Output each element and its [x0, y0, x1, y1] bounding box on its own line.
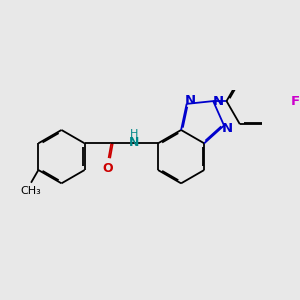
Text: CH₃: CH₃ [21, 186, 41, 196]
Text: N: N [222, 122, 233, 135]
Text: N: N [184, 94, 195, 107]
Text: F: F [291, 94, 300, 108]
Text: N: N [212, 94, 224, 108]
Text: N: N [129, 136, 140, 149]
Text: H: H [130, 128, 139, 139]
Text: O: O [102, 162, 112, 175]
